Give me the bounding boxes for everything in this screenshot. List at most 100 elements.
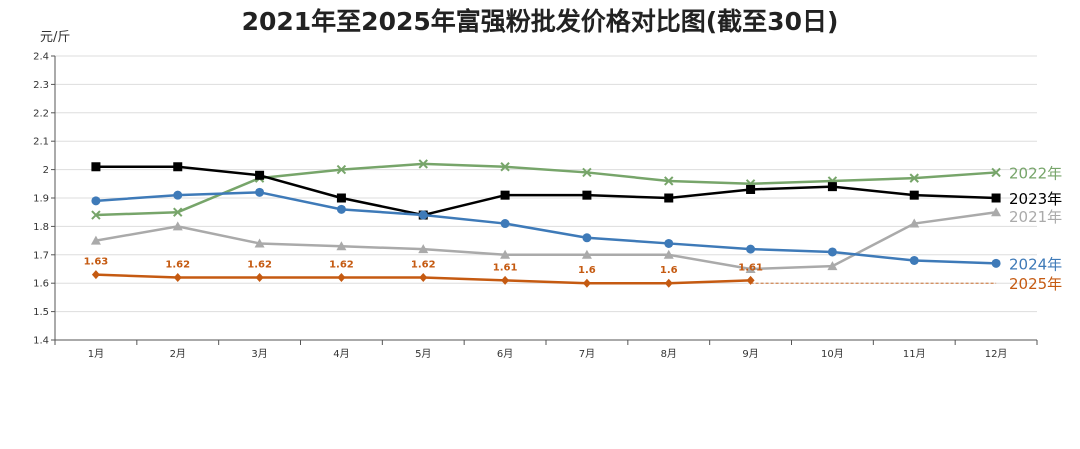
data-point [336,204,346,214]
y-tick-label: 1.7 [33,250,49,261]
data-point [91,162,101,172]
chart-title: 2021年至2025年富强粉批发价格对比图(截至30日) [241,7,839,36]
data-point [745,264,756,273]
data-point [991,207,1002,217]
data-point [500,219,510,229]
x-tick-label: 7月 [579,348,595,360]
data-point [827,247,837,257]
data-point [500,190,510,200]
data-point-stroke [991,167,1001,178]
data-point [255,170,265,180]
data-point [746,184,756,194]
y-axis-unit-label: 元/斤 [40,30,71,45]
data-point [582,233,592,243]
y-tick-label: 1.5 [33,307,49,318]
data-point [336,193,346,203]
data-label: 1.61 [493,262,518,273]
data-point-stroke [582,167,592,178]
data-point [991,167,1001,178]
series-line [95,191,997,265]
data-point [419,273,428,283]
data-point [255,187,265,197]
data-point-stroke [664,176,674,186]
data-point [664,238,674,248]
y-tick-labels: 1.4 1.5 1.6 1.7 1.8 1.9 2 2.1 2.2 2.3 2.4 [33,52,49,347]
x-tick-label: 5月 [415,348,431,360]
data-label: 1.62 [165,260,190,271]
series-line [95,210,997,271]
data-point [91,210,101,220]
data-point [500,162,510,172]
data-point [582,167,592,178]
grid-lines [55,55,1037,313]
data-point [663,249,674,259]
data-label: 1.62 [411,260,436,271]
y-tick-label: 2 [43,165,49,176]
data-point [91,196,101,206]
series-2021年 [90,207,1002,273]
data-point-stroke [336,164,347,175]
series-line [95,165,997,217]
data-point [500,249,511,259]
data-point [173,273,182,283]
data-point [173,190,183,200]
legend-label: 2021年 [1009,208,1062,226]
legend-label: 2025年 [1009,275,1062,293]
data-point [90,235,101,245]
x-tick-label: 10月 [821,348,844,360]
x-tick-label: 3月 [251,348,267,360]
data-point [418,210,428,220]
data-point [582,190,592,200]
data-point [746,244,756,254]
data-point [827,182,837,192]
data-point [172,221,183,231]
data-label: 1.62 [247,260,272,271]
data-point-stroke [91,210,101,220]
data-point [173,162,183,172]
data-point [91,270,100,280]
x-tick-label: 1月 [88,348,104,360]
data-point [991,258,1001,268]
x-tick-label: 12月 [985,348,1008,360]
data-labels: 1.63 1.62 1.62 1.62 1.62 1.61 1.6 1.6 1.61 [84,257,763,277]
data-point [581,249,592,259]
y-tick-label: 1.8 [33,222,49,233]
x-tick-label: 4月 [333,348,349,360]
data-point [582,278,591,288]
x-tick-labels: 1月 2月 3月 4月 5月 6月 7月 8月 9月 10月 11月 12月 [88,348,1008,360]
legend-label: 2022年 [1009,164,1062,182]
series-2024年 [91,187,1001,268]
data-point [664,278,673,288]
x-tick-label: 6月 [497,348,513,360]
data-point [336,164,347,175]
y-tick-label: 2.3 [33,80,49,91]
data-point [991,193,1001,203]
y-tick-label: 1.6 [33,279,49,290]
data-point-stroke [173,207,183,217]
data-point [909,218,920,228]
data-point-stroke [909,173,919,183]
y-tick-label: 1.9 [33,194,49,205]
data-point-stroke [500,162,510,172]
x-tick-label: 8月 [661,348,677,360]
data-point [418,159,428,169]
series-2025年 [91,270,997,288]
data-point [664,176,674,186]
data-point [501,275,510,285]
data-point [909,255,919,265]
data-label: 1.63 [84,257,109,268]
data-label: 1.6 [578,265,596,276]
data-point [254,238,265,248]
y-tick-label: 2.2 [33,108,49,119]
x-tick-label: 11月 [903,348,926,360]
data-point [418,244,429,254]
data-point [909,173,919,183]
legend-label: 2023年 [1009,190,1062,208]
data-point-stroke [418,159,428,169]
series-line [95,162,997,217]
data-label: 1.6 [660,265,678,276]
data-point [827,261,838,271]
data-label: 1.61 [738,262,763,273]
